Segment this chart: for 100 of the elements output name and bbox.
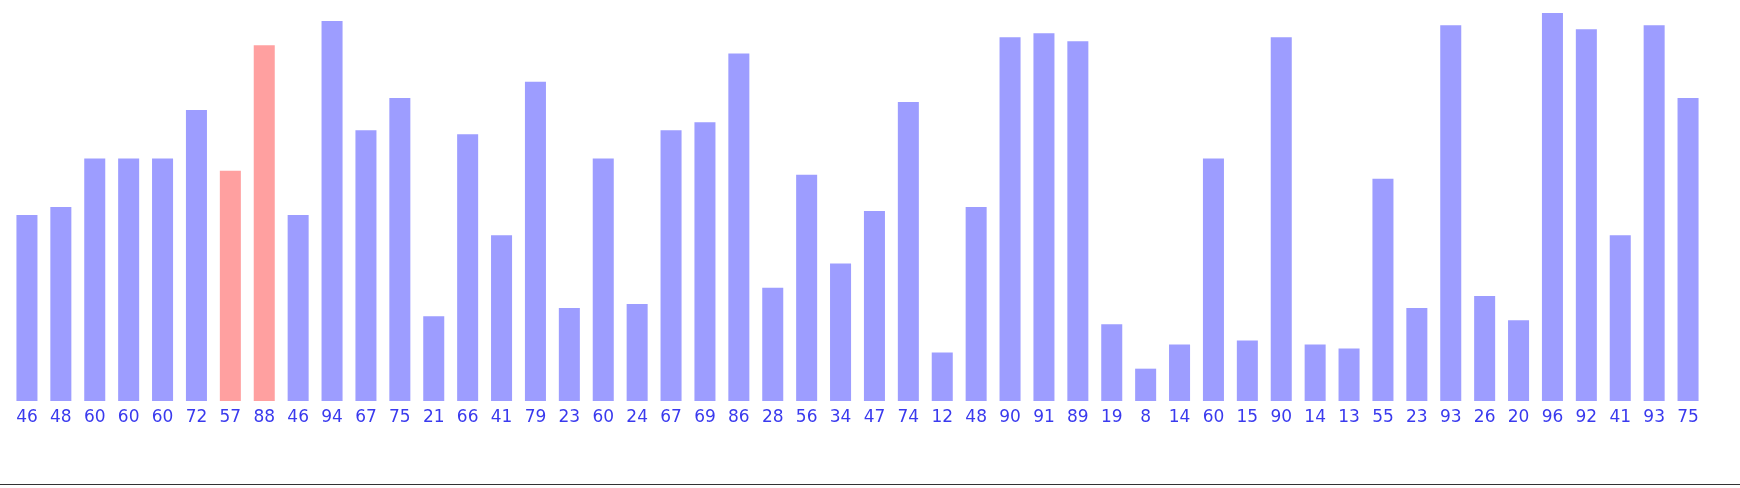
data-label: 14 [1168,405,1191,426]
data-label: 48 [50,405,72,426]
data-label: 86 [728,405,750,426]
bar [389,97,411,401]
data-label: 66 [456,405,479,426]
data-label: 90 [1270,405,1293,426]
bar [863,211,885,401]
data-label: 46 [16,405,38,426]
data-label: 23 [1406,405,1428,426]
data-label: 79 [524,405,547,426]
bar [728,53,750,401]
bar [897,101,919,401]
bar [1406,308,1428,401]
data-label: 75 [1677,405,1699,426]
data-label: 72 [185,405,208,426]
data-label: 60 [117,405,140,426]
bar [50,207,72,401]
bar [1135,368,1157,401]
data-label: 60 [592,405,615,426]
data-label: 88 [253,405,276,426]
bar [1372,178,1394,401]
bar [1541,13,1563,401]
bar [1067,41,1089,401]
data-label: 75 [389,405,411,426]
data-label: 24 [626,405,648,426]
bar [1609,235,1631,401]
bar [287,215,309,401]
data-label: 41 [490,405,513,426]
bar [1575,29,1597,401]
data-label: 67 [355,405,377,426]
bar [118,158,140,401]
bar [1270,37,1292,401]
data-label: 93 [1643,405,1665,426]
data-label: 93 [1439,405,1462,426]
bar [152,158,174,401]
bar [592,158,614,401]
bar [1202,158,1224,401]
bar [965,207,987,401]
bar [423,316,445,401]
data-label: 56 [795,405,818,426]
bar [84,158,106,401]
data-label: 13 [1338,405,1360,426]
bar [1236,340,1258,401]
data-label: 55 [1372,405,1394,426]
bar [1643,25,1665,401]
data-label: 74 [897,405,920,426]
data-label: 60 [83,405,106,426]
data-label: 94 [321,405,343,426]
bar [1338,348,1360,401]
data-label: 91 [1033,405,1055,426]
bar [1677,97,1699,401]
bar [999,37,1021,401]
data-label: 12 [931,405,954,426]
bar [185,110,207,401]
bar [355,130,377,401]
data-label: 8 [1140,405,1152,426]
bar [1304,344,1326,401]
bar [1101,324,1123,401]
bar [1474,295,1496,401]
data-label: 46 [287,405,309,426]
data-label: 48 [965,405,987,426]
data-label: 92 [1575,405,1598,426]
data-label: 69 [694,405,716,426]
data-label: 34 [829,405,852,426]
data-label: 19 [1100,405,1123,426]
data-label: 26 [1473,405,1496,426]
data-label: 47 [863,405,886,426]
data-label: 57 [219,405,242,426]
data-label: 67 [660,405,682,426]
bar [16,215,38,401]
bar [1033,33,1055,401]
bar [1169,344,1191,401]
bar [830,263,852,401]
bar [660,130,682,401]
data-label: 28 [761,405,784,426]
bar [491,235,513,401]
bar [457,134,479,401]
data-label: 41 [1609,405,1632,426]
bar [626,304,648,401]
bar [1508,320,1530,401]
data-label: 20 [1507,405,1530,426]
bar [253,45,275,401]
bar [762,287,784,401]
bar [524,81,546,401]
data-label: 14 [1304,405,1326,426]
data-label: 60 [151,405,174,426]
data-label: 21 [422,405,445,426]
data-label: 90 [999,405,1021,426]
data-label: 96 [1541,405,1564,426]
bar [321,21,343,401]
data-label: 15 [1236,405,1259,426]
bar [558,308,580,401]
bar [1440,25,1462,401]
bar [931,352,953,401]
data-label: 89 [1067,405,1089,426]
data-label: 60 [1202,405,1225,426]
bar [219,170,241,401]
bar [796,174,818,401]
data-label: 23 [558,405,581,426]
bar [694,122,716,401]
